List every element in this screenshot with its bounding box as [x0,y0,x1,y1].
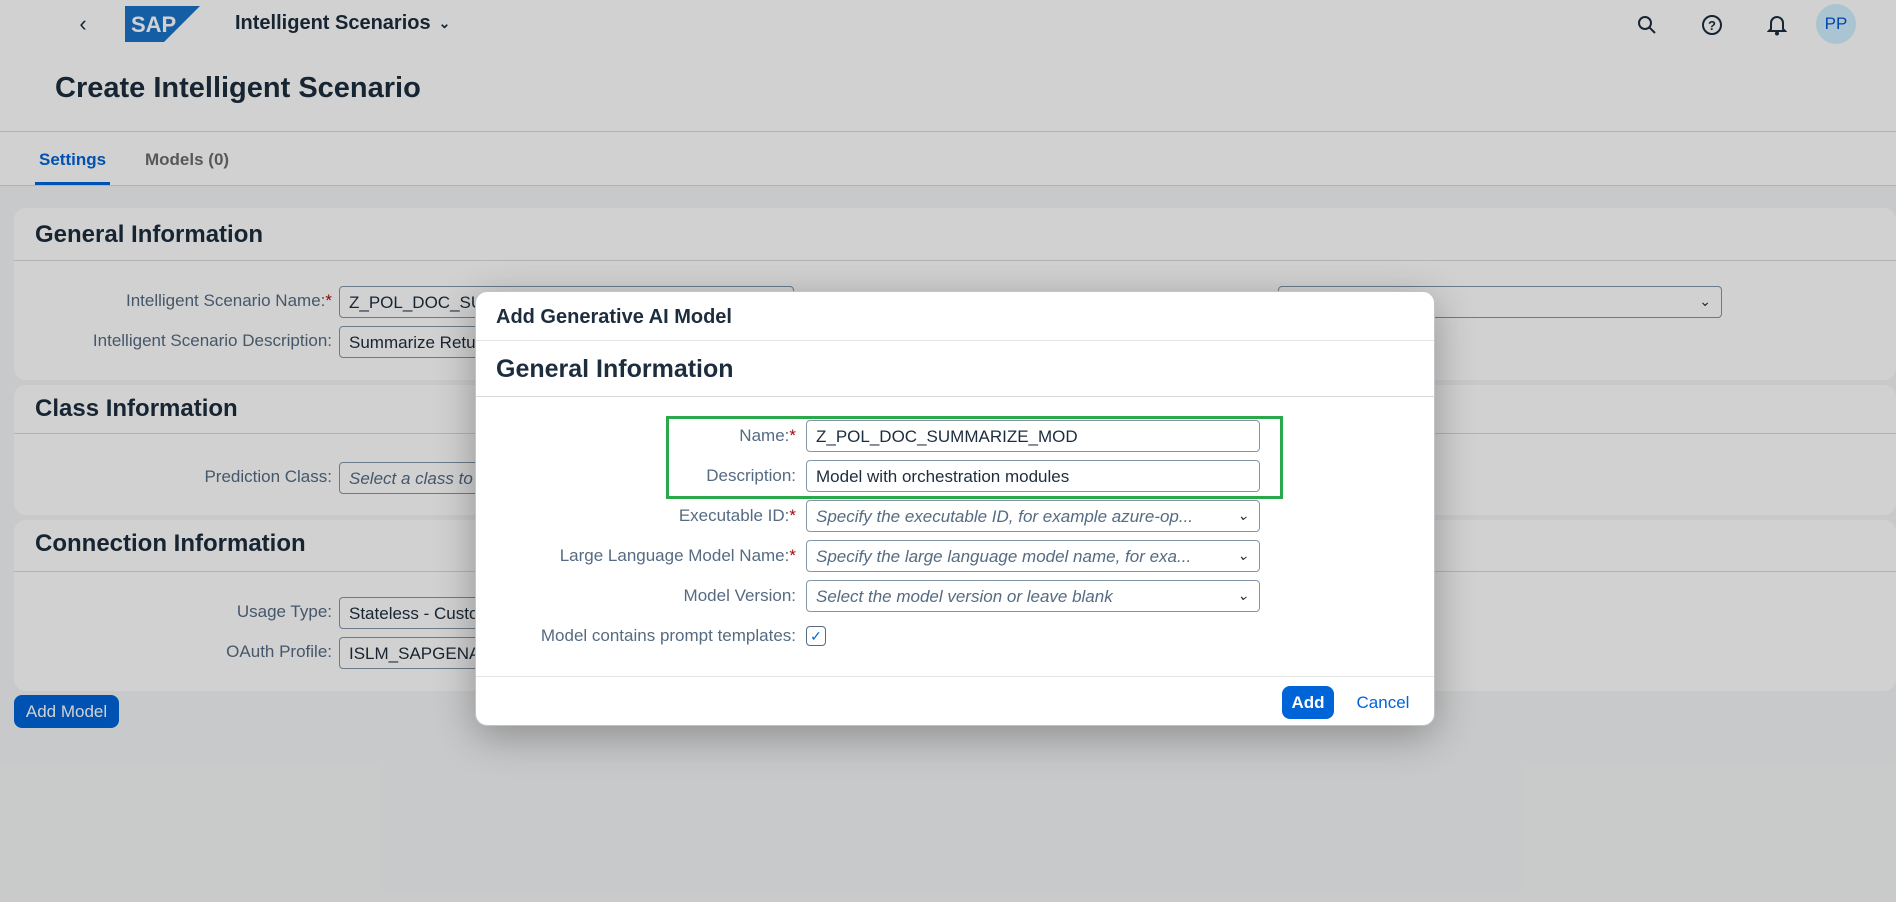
section-title: Connection Information [35,530,306,557]
prompt-templates-label: Model contains prompt templates: [540,626,796,645]
model-name-label: Name:* [739,426,796,445]
prompt-templates-checkbox[interactable]: ✓ [806,626,826,646]
checkmark-icon: ✓ [810,627,822,644]
add-model-button[interactable]: Add Model [14,695,119,728]
chevron-down-icon: ⌄ [438,15,451,31]
shell-bar: ‹ SAP Intelligent Scenarios ⌄ ? PP [0,0,1896,48]
chevron-down-icon: ⌄ [1699,293,1711,309]
oauth-profile-label: OAuth Profile: [226,642,332,661]
chevron-down-icon: ⌄ [1237,507,1249,523]
help-icon[interactable]: ? [1699,12,1725,38]
llm-name-dropdown[interactable]: Specify the large language model name, f… [806,540,1260,572]
sap-logo[interactable]: SAP [125,6,200,42]
llm-name-label: Large Language Model Name:* [559,546,796,565]
model-name-field[interactable]: Z_POL_DOC_SUMMARIZE_MOD [806,420,1260,452]
model-version-dropdown[interactable]: Select the model version or leave blank ⌄ [806,580,1260,612]
prediction-class-label: Prediction Class: [204,467,332,486]
executable-id-dropdown[interactable]: Specify the executable ID, for example a… [806,500,1260,532]
scenario-name-label: Intelligent Scenario Name:* [125,291,332,310]
divider [14,260,1896,261]
divider [476,396,1434,397]
tab-settings[interactable]: Settings [34,150,111,185]
search-icon[interactable] [1634,12,1660,38]
model-description-field[interactable]: Model with orchestration modules [806,460,1260,492]
executable-id-label: Executable ID:* [678,506,796,525]
scenario-description-label: Intelligent Scenario Description: [92,331,332,350]
dialog-section-title: General Information [496,355,734,383]
add-button[interactable]: Add [1282,686,1334,719]
add-generative-ai-model-dialog: Add Generative AI Model General Informat… [475,291,1435,726]
section-title: General Information [35,221,264,248]
svg-text:?: ? [1708,18,1716,33]
notifications-icon[interactable] [1764,12,1790,38]
model-description-label: Description: [706,466,796,485]
tab-models[interactable]: Models (0) [145,150,230,169]
page-title: Create Intelligent Scenario [55,72,421,104]
avatar[interactable]: PP [1816,4,1856,44]
app-title: Intelligent Scenarios [235,12,431,34]
svg-text:SAP: SAP [131,12,176,37]
highlight-box [666,416,1283,499]
page-header: Create Intelligent Scenario [0,48,1896,132]
chevron-down-icon: ⌄ [1237,547,1249,563]
back-icon[interactable]: ‹ [79,11,87,36]
section-title: Class Information [35,395,238,422]
app-title-menu[interactable]: Intelligent Scenarios ⌄ [235,12,450,35]
usage-type-label: Usage Type: [236,602,332,621]
divider [476,340,1434,341]
divider [476,676,1434,677]
model-version-label: Model Version: [683,586,796,605]
tab-bar: Settings Models (0) [0,132,1896,186]
cancel-button[interactable]: Cancel [1356,692,1410,712]
chevron-down-icon: ⌄ [1237,587,1249,603]
dialog-title: Add Generative AI Model [496,306,732,328]
